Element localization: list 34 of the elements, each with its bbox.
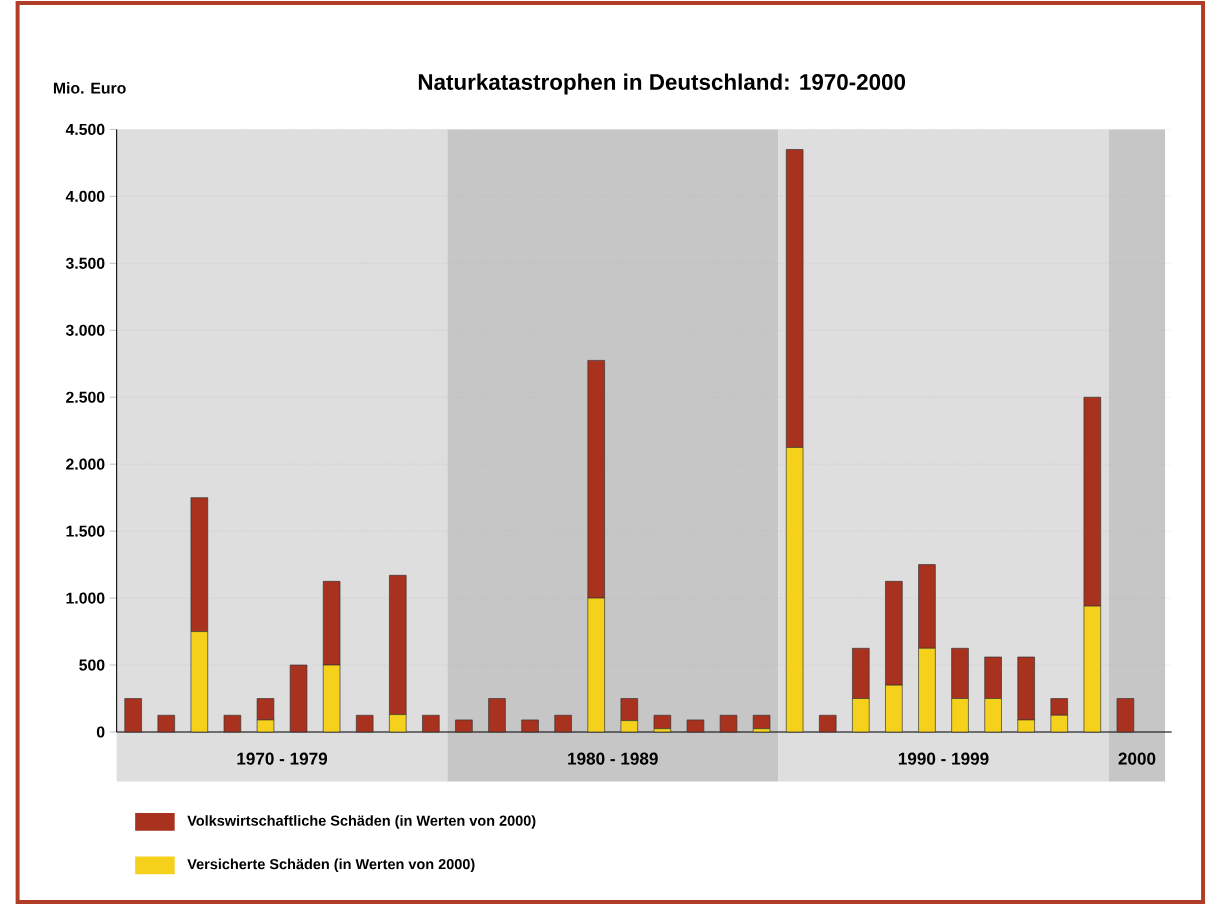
text: 2000 (1118, 752, 1156, 765)
y-tick-label: 500 (79, 659, 105, 671)
legend-label: Versicherte Schäden (in Werten von 2000) (187, 858, 475, 873)
y-tick-label: 4.500 (65, 123, 105, 136)
bar (355, 714, 374, 733)
bar (1116, 698, 1135, 733)
y-tick-label: 3.000 (65, 324, 105, 336)
text: 1970 - 1979 (237, 752, 328, 765)
y-tick-label: 1.000 (66, 592, 105, 604)
bar (289, 664, 308, 733)
y-axis-title: Mio. Euro (53, 82, 126, 94)
y-tick-label: 4.000 (65, 190, 105, 202)
text: 1990 - 1999 (898, 752, 989, 765)
bar (157, 714, 175, 733)
chart-title: Naturkatastrophen in Deutschland: 1970-2000 (418, 73, 906, 95)
bar (488, 698, 506, 733)
bar (455, 719, 473, 733)
bar (686, 719, 705, 733)
y-tick-label: 3.500 (65, 257, 105, 269)
bar (124, 698, 142, 733)
text: 1980 - 1989 (568, 752, 658, 765)
bar (554, 714, 572, 733)
bar (719, 714, 738, 733)
bar (819, 714, 837, 733)
y-tick-label: 2.000 (66, 458, 105, 470)
bar (521, 719, 539, 733)
bar (422, 714, 440, 733)
bar (653, 714, 672, 730)
bar (223, 714, 242, 733)
bar (752, 714, 771, 730)
y-tick-label: 1.500 (66, 525, 105, 537)
y-tick-label: 0 (96, 726, 105, 738)
y-tick-label: 2.500 (66, 391, 105, 403)
legend-label: Volkswirtschaftliche Schäden (in Werten von 2000) (187, 815, 536, 829)
